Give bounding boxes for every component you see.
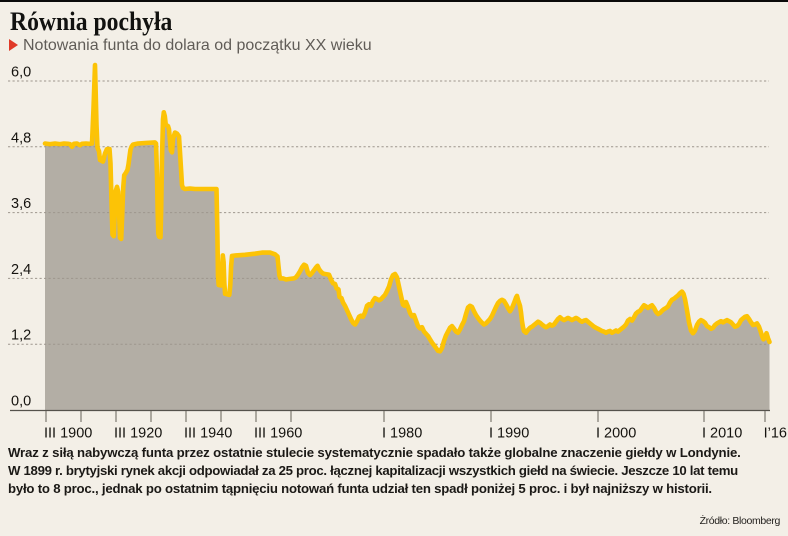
svg-text:I 2010: I 2010 [702, 426, 742, 442]
svg-text:I 2000: I 2000 [596, 426, 636, 442]
svg-text:I 1990: I 1990 [489, 426, 529, 442]
svg-text:I 1980: I 1980 [382, 426, 422, 442]
svg-text:I’16: I’16 [764, 426, 787, 442]
svg-text:2,4: 2,4 [11, 262, 31, 278]
svg-text:III 1920: III 1920 [114, 426, 162, 442]
svg-text:III 1940: III 1940 [184, 426, 232, 442]
svg-text:1,2: 1,2 [11, 328, 31, 344]
svg-text:0,0: 0,0 [11, 394, 31, 410]
svg-text:III 1900: III 1900 [44, 426, 92, 442]
svg-text:3,6: 3,6 [11, 196, 31, 212]
svg-text:4,8: 4,8 [11, 130, 31, 146]
svg-text:III 1960: III 1960 [254, 426, 302, 442]
svg-text:6,0: 6,0 [11, 65, 31, 81]
